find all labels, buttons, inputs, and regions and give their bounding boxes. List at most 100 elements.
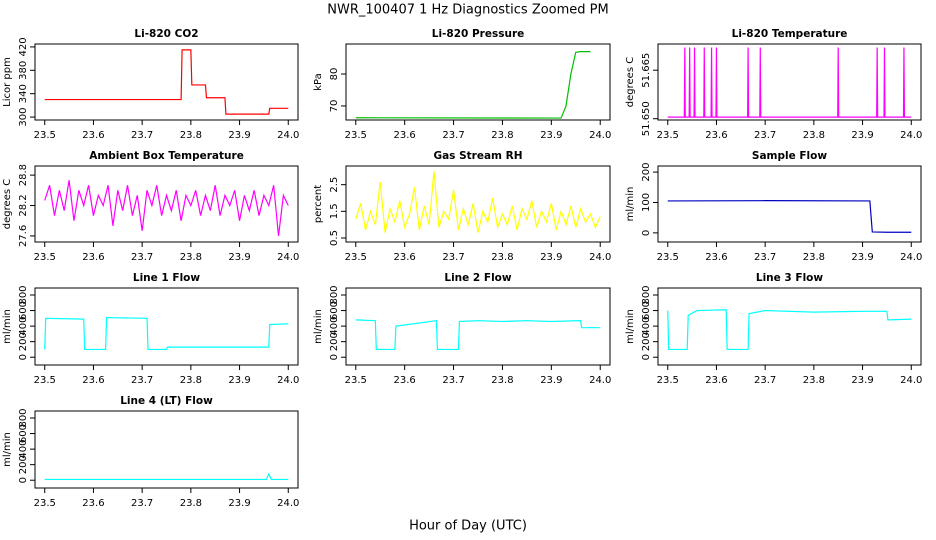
- x-tick-label: 23.6: [394, 375, 416, 386]
- x-axis-label: Hour of Day (UTC): [409, 519, 527, 534]
- y-tick-label: 400: [18, 440, 29, 459]
- x-tick-label: 23.5: [345, 375, 367, 386]
- y-tick-label: 2.5: [329, 177, 340, 193]
- y-axis-label: ml/min: [2, 309, 13, 344]
- x-tick-label: 23.9: [228, 252, 250, 263]
- x-tick-label: 23.7: [754, 375, 776, 386]
- plot-frame: [657, 165, 922, 243]
- panel-title: Ambient Box Temperature: [89, 150, 244, 162]
- x-tick-label: 23.9: [228, 498, 250, 509]
- y-tick-label: 27.6: [18, 225, 29, 247]
- data-line: [667, 309, 912, 351]
- y-tick-label: 200: [641, 163, 652, 182]
- x-tick-label: 23.9: [228, 375, 250, 386]
- x-tick-label: 23.8: [180, 130, 202, 141]
- data-line: [44, 316, 289, 351]
- plot-frame: [345, 165, 611, 243]
- plot-frame: [34, 287, 299, 366]
- x-tick-label: 23.7: [442, 252, 464, 263]
- y-tick-label: 800: [641, 285, 652, 304]
- x-tick-label: 24.0: [589, 252, 611, 263]
- plot-frame: [657, 287, 922, 366]
- x-tick-label: 23.6: [394, 252, 416, 263]
- panel-title: Line 1 Flow: [133, 272, 200, 284]
- panel-title: Line 3 Flow: [756, 272, 823, 284]
- x-tick-label: 24.0: [900, 375, 922, 386]
- data-line: [44, 49, 289, 115]
- x-tick-label: 23.5: [34, 498, 56, 509]
- y-tick-label: 340: [18, 84, 29, 103]
- panel-title: Li-820 Temperature: [732, 28, 848, 40]
- x-tick-label: 23.7: [131, 498, 153, 509]
- y-tick-label: 420: [18, 37, 29, 56]
- x-tick-label: 23.9: [540, 130, 562, 141]
- x-tick-label: 23.5: [34, 375, 56, 386]
- x-tick-label: 23.6: [705, 130, 727, 141]
- y-tick-label: 380: [18, 61, 29, 80]
- y-tick-label: 800: [18, 285, 29, 304]
- y-tick-label: 600: [641, 301, 652, 320]
- plot-frame: [34, 165, 299, 243]
- x-tick-label: 23.7: [131, 130, 153, 141]
- x-tick-label: 23.9: [851, 130, 873, 141]
- panel-title: Li-820 CO2: [134, 28, 198, 40]
- plot-frame: [345, 287, 611, 366]
- y-tick-label: 600: [329, 301, 340, 320]
- y-axis-label: Licor ppm: [2, 57, 13, 107]
- x-tick-label: 23.9: [540, 252, 562, 263]
- y-axis-label: ml/min: [313, 309, 324, 344]
- x-tick-label: 23.5: [34, 252, 56, 263]
- x-tick-label: 23.7: [754, 252, 776, 263]
- x-tick-label: 24.0: [589, 130, 611, 141]
- panel-title: Sample Flow: [752, 150, 827, 162]
- y-tick-label: 28.2: [18, 194, 29, 216]
- y-tick-label: 400: [641, 317, 652, 336]
- data-line: [355, 51, 591, 119]
- x-tick-label: 23.8: [491, 130, 513, 141]
- y-tick-label: 400: [329, 317, 340, 336]
- x-tick-label: 23.9: [540, 375, 562, 386]
- y-axis-label: kPa: [313, 73, 324, 91]
- data-line: [355, 319, 601, 351]
- x-tick-label: 23.6: [705, 252, 727, 263]
- x-tick-label: 23.6: [82, 130, 104, 141]
- plot-frame: [657, 43, 922, 121]
- x-tick-label: 23.6: [82, 252, 104, 263]
- x-tick-label: 23.8: [803, 252, 825, 263]
- y-tick-label: 200: [641, 332, 652, 351]
- y-tick-label: 200: [18, 455, 29, 474]
- x-tick-label: 23.6: [394, 130, 416, 141]
- x-tick-label: 23.8: [180, 498, 202, 509]
- x-tick-label: 23.8: [180, 375, 202, 386]
- y-tick-label: 800: [18, 408, 29, 427]
- data-line: [355, 171, 601, 233]
- page-title: NWR_100407 1 Hz Diagnostics Zoomed PM: [327, 3, 609, 18]
- x-tick-label: 23.7: [754, 130, 776, 141]
- y-axis-label: ml/min: [625, 187, 636, 222]
- y-tick-label: 0.5: [329, 230, 340, 246]
- y-tick-label: 100: [641, 193, 652, 212]
- x-tick-label: 23.7: [442, 375, 464, 386]
- y-tick-label: 600: [18, 301, 29, 320]
- data-line: [44, 180, 289, 236]
- y-tick-label: 0: [329, 354, 340, 360]
- x-tick-label: 23.8: [491, 375, 513, 386]
- y-axis-label: ml/min: [625, 309, 636, 344]
- y-tick-label: 200: [329, 332, 340, 351]
- y-tick-label: 0: [18, 354, 29, 360]
- x-tick-label: 23.7: [131, 375, 153, 386]
- x-tick-label: 24.0: [277, 375, 299, 386]
- plot-frame: [34, 410, 299, 489]
- x-tick-label: 23.8: [803, 130, 825, 141]
- x-tick-label: 24.0: [277, 130, 299, 141]
- data-line: [667, 47, 912, 118]
- x-tick-label: 24.0: [277, 252, 299, 263]
- x-tick-label: 23.6: [705, 375, 727, 386]
- x-tick-label: 24.0: [589, 375, 611, 386]
- y-axis-label: ml/min: [2, 432, 13, 467]
- x-tick-label: 23.5: [345, 130, 367, 141]
- y-tick-label: 28.8: [18, 164, 29, 186]
- x-tick-label: 23.9: [228, 130, 250, 141]
- x-tick-label: 24.0: [900, 252, 922, 263]
- x-tick-label: 23.9: [851, 252, 873, 263]
